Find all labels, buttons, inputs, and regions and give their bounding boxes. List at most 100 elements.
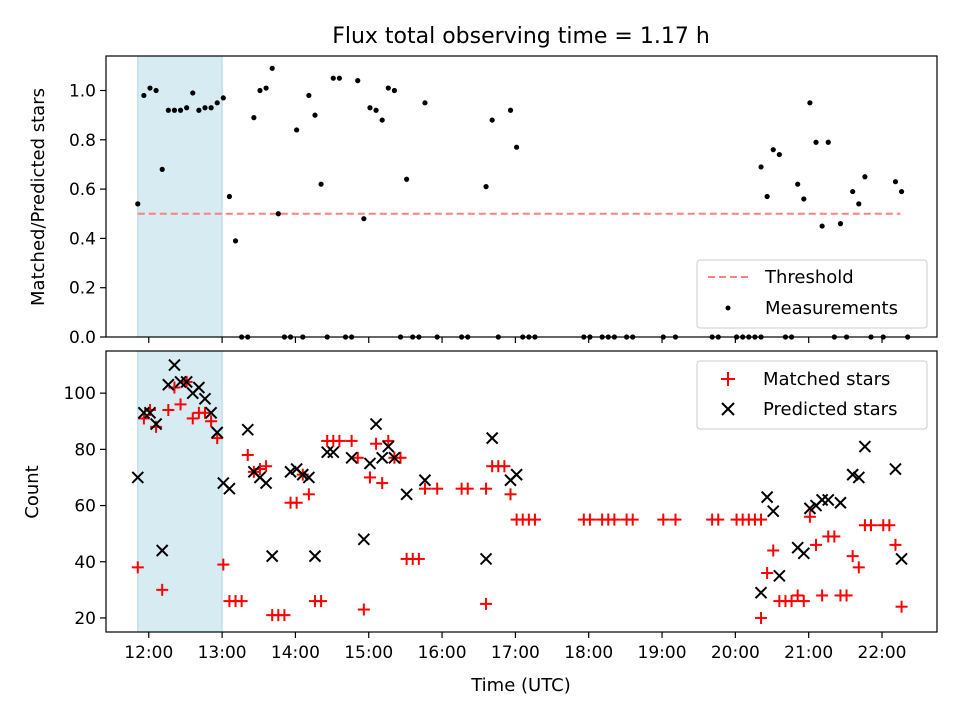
measurement-point (330, 75, 336, 81)
measurement-point (275, 211, 281, 217)
matched-star-point (480, 597, 493, 610)
predicted-star-point (162, 378, 175, 391)
predicted-star-point-b (834, 496, 847, 509)
predicted-star-point-b (760, 490, 774, 504)
top-shaded-span (137, 55, 223, 338)
measurement-point (776, 151, 782, 158)
measurement-point (404, 176, 410, 182)
predicted-star-point (259, 476, 273, 490)
measurement-point (257, 87, 263, 94)
matched-star-point (302, 488, 315, 501)
matched-star-point (131, 561, 144, 574)
predicted-star-point (192, 381, 206, 394)
measurement-point (850, 188, 856, 195)
measurement-point (141, 92, 147, 99)
matched-star-point (608, 513, 621, 526)
predicted-star-point (357, 533, 371, 546)
matched-star-point (797, 595, 810, 608)
predicted-star-point (400, 488, 413, 501)
predicted-star-point-b (889, 462, 902, 476)
measurement-point (361, 216, 367, 222)
measurement-point (214, 100, 220, 106)
predicted-star-point (382, 440, 395, 453)
predicted-star-point-b (204, 406, 218, 420)
matched-star-point (370, 437, 383, 450)
measurement-point (837, 221, 844, 227)
bottom-legend: Matched stars Predicted stars (696, 360, 928, 430)
predicted-star-point (889, 462, 902, 476)
chart-title: Flux total observing time = 1.17 h (332, 24, 710, 49)
measurement-point (770, 147, 776, 153)
top-xticks (148, 337, 883, 343)
predicted-star-point (852, 471, 865, 484)
predicted-star-point (760, 490, 774, 504)
measurement-point (373, 107, 379, 113)
predicted-star-point-b (895, 552, 908, 566)
measurement-point (758, 164, 764, 170)
y-tick-label: 20 (74, 609, 96, 629)
measurement-point (813, 139, 819, 145)
predicted-star-point-b (198, 392, 212, 405)
predicted-star-point (846, 468, 859, 481)
bottom-yticks: 20 40 60 80 100 (64, 384, 106, 629)
matched-star-point (785, 595, 798, 608)
measurement-point (294, 127, 300, 133)
predicted-star-point-b (302, 471, 316, 484)
x-tick-label: 20:00 (711, 643, 760, 663)
measurement-point (159, 166, 165, 172)
predicted-star-point-b (345, 451, 358, 464)
predicted-star-point (767, 504, 780, 518)
predicted-stars-points (131, 358, 908, 599)
predicted-star-point-b (846, 468, 859, 481)
measurement-point (306, 92, 312, 99)
matched-star-point (431, 482, 444, 495)
measurement-point (391, 87, 398, 94)
predicted-star-point (265, 549, 279, 563)
matched-star-point (810, 538, 823, 551)
predicted-star-point-b (308, 549, 322, 563)
predicted-star-point-b (156, 544, 169, 557)
bottom-ylabel: Count (22, 465, 43, 518)
matched-star-point (156, 583, 169, 596)
predicted-star-point (131, 471, 144, 484)
matched-star-point (803, 510, 816, 523)
y-tick-label: 0.2 (69, 279, 96, 299)
matched-star-point (480, 482, 493, 495)
y-tick-label: 60 (74, 497, 96, 517)
y-tick-label: 0.0 (69, 328, 96, 348)
bottom-plot-frame (105, 350, 938, 633)
measurement-point (336, 75, 343, 81)
predicted-star-point-b (284, 465, 297, 479)
predicted-star-point-b (803, 502, 817, 515)
predicted-star-point-b (296, 468, 309, 481)
measurement-point (507, 107, 514, 113)
measurement-point (135, 201, 141, 207)
predicted-star-point (485, 431, 499, 445)
matched-star-point (211, 432, 224, 445)
matched-star-point (883, 519, 896, 532)
predicted-star-point-b (290, 462, 303, 476)
top-legend: Threshold Measurements (696, 259, 928, 329)
predicted-star-point-b (400, 488, 413, 501)
matched-star-point (412, 552, 425, 565)
matched-star-point (137, 412, 150, 425)
matched-star-point (162, 404, 175, 417)
measurement-point (232, 238, 239, 244)
predicted-star-point (773, 569, 786, 583)
predicted-star-point (149, 417, 163, 431)
predicted-star-point-b (375, 451, 389, 464)
top-yticks: 0.0 0.2 0.4 0.6 0.8 1.0 (69, 82, 106, 348)
measurement-point (892, 179, 899, 185)
predicted-star-point (895, 552, 908, 566)
measurement-point (819, 223, 825, 229)
measurement-point (153, 87, 159, 94)
predicted-star-point (345, 451, 358, 464)
matched-star-point (498, 460, 511, 473)
x-tick-label: 16:00 (418, 643, 467, 663)
y-tick-label: 1.0 (69, 82, 96, 102)
predicted-star-point-b (369, 417, 383, 431)
measurement-point (367, 105, 373, 111)
predicted-star-point (302, 471, 316, 484)
matched-star-point (205, 415, 218, 428)
x-tick-label: 12:00 (124, 643, 173, 663)
